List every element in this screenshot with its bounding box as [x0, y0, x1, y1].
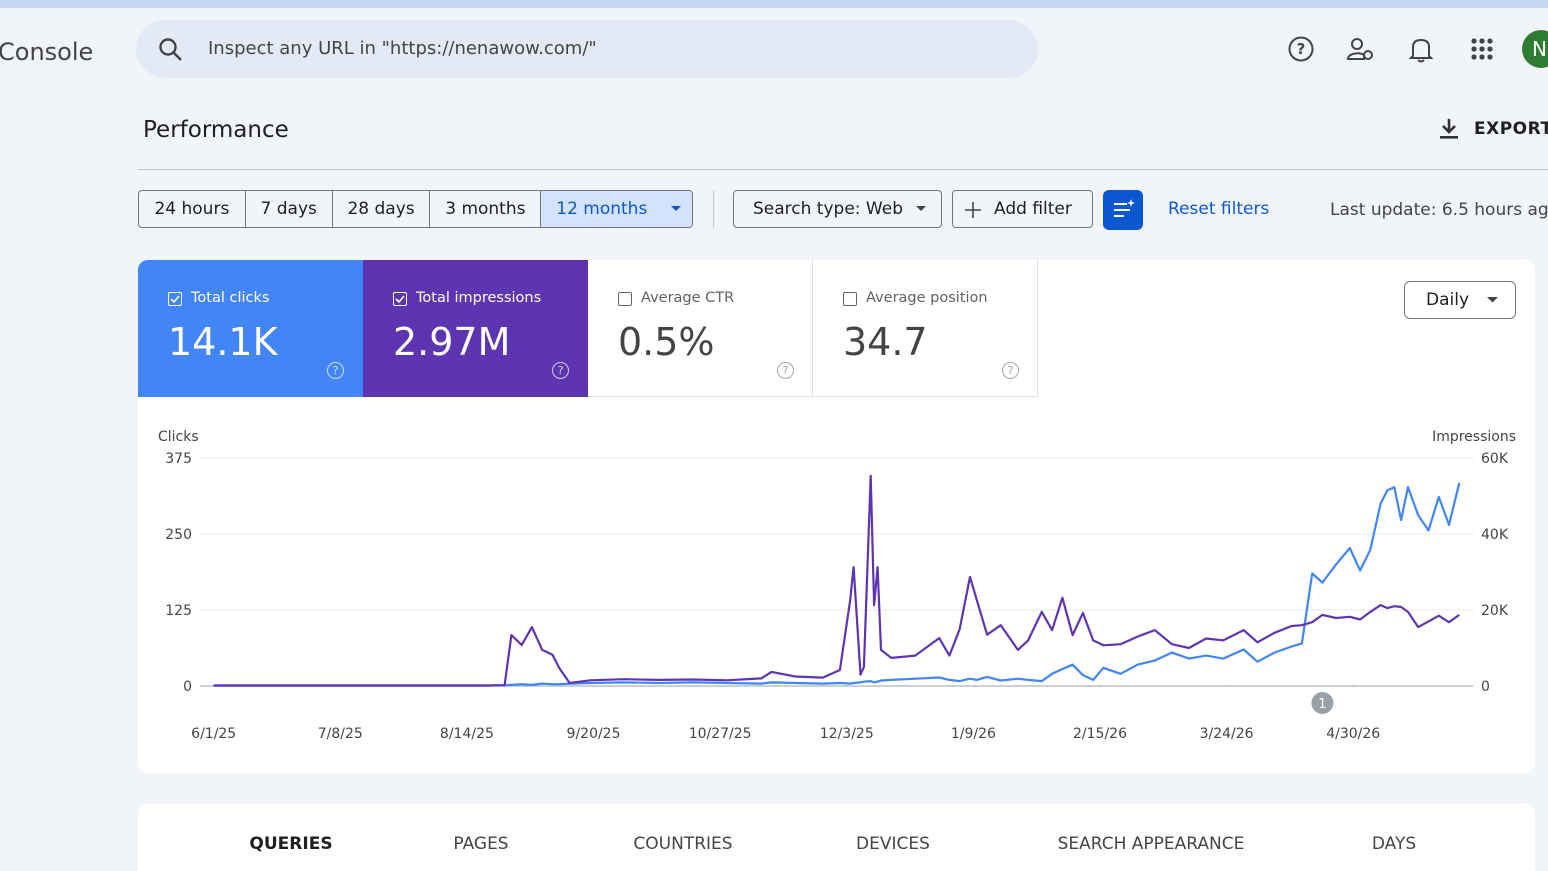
chart: Clicks Impressions 0 125 250 375 0 20K 40K 60K 6/1… — [158, 429, 1516, 742]
x-tick-label: 10/27/25 — [689, 726, 752, 742]
metric-card[interactable]: Average CTR 0.5%? — [588, 260, 813, 397]
search-icon — [159, 38, 182, 61]
metric-value: 34.7 — [843, 320, 928, 364]
date-range-label: 28 days — [347, 199, 415, 219]
metric-card[interactable]: Total impressions 2.97M? — [363, 260, 588, 397]
checkbox — [618, 292, 632, 306]
user-settings-icon[interactable] — [1346, 34, 1376, 64]
x-tick-label: 9/20/25 — [567, 726, 621, 742]
search-type-label: Search type: Web — [753, 199, 903, 219]
add-filter-label: Add filter — [994, 199, 1072, 219]
y-tick-label: 375 — [165, 451, 192, 467]
separator — [713, 190, 714, 228]
x-tick-label: 12/3/25 — [820, 726, 874, 742]
help-icon: ? — [777, 362, 794, 379]
x-tick-label: 8/14/25 — [440, 726, 494, 742]
series-line — [213, 482, 1461, 687]
x-tick-label: 7/8/25 — [318, 726, 363, 742]
arrow — [671, 206, 682, 211]
avatar[interactable]: N — [1522, 30, 1548, 68]
dropdown-arrow — [1487, 297, 1498, 303]
metric-label: Total impressions — [416, 290, 542, 306]
plus-icon — [965, 202, 981, 218]
metric-value: 14.1K — [168, 320, 278, 364]
x-tick-label: 1/9/26 — [951, 726, 996, 742]
date-range-label: 12 months — [556, 199, 648, 219]
top-band — [0, 0, 1548, 8]
checkbox — [168, 292, 182, 306]
help-icon: ? — [1002, 362, 1019, 379]
checkbox — [393, 292, 407, 306]
x-tick-label: 3/24/26 — [1200, 726, 1254, 742]
add-filter-button[interactable]: Add filter — [952, 190, 1093, 228]
y2-tick-label: 60K — [1481, 451, 1509, 467]
date-range-label: 7 days — [260, 199, 317, 219]
tab[interactable]: DAYS — [1371, 834, 1417, 854]
date-range-option[interactable]: 12 months — [541, 191, 692, 227]
y2-axis-title: Impressions — [1432, 429, 1516, 445]
tab[interactable]: PAGES — [453, 834, 509, 854]
granularity-label: Daily — [1426, 290, 1470, 310]
apps-icon[interactable] — [1470, 37, 1496, 63]
metric-card[interactable]: Total clicks 14.1K? — [138, 260, 363, 397]
search-type-button[interactable]: Search type: Web — [733, 190, 942, 228]
date-range-group: 24 hours 7 days 28 days 3 months 12 months — [138, 190, 693, 228]
metric-card[interactable]: Average position 34.7? — [813, 260, 1038, 397]
help-icon: ? — [552, 362, 569, 379]
annotation-marker[interactable] — [1311, 692, 1334, 714]
export-icon[interactable] — [1437, 117, 1461, 141]
filter-settings-button[interactable] — [1103, 190, 1143, 230]
date-range-option[interactable]: 7 days — [246, 191, 333, 227]
y-tick-label: 125 — [165, 603, 192, 619]
tab[interactable]: COUNTRIES — [633, 834, 733, 854]
tab[interactable]: QUERIES — [249, 834, 333, 854]
y-axis-title: Clicks — [158, 429, 199, 445]
granularity-dropdown[interactable]: Daily — [1404, 281, 1516, 319]
performance-card: Total clicks 14.1K? Total impressions 2.97M… — [138, 260, 1535, 773]
x-tick-label: 6/1/25 — [191, 726, 236, 742]
metric-value: 0.5% — [618, 320, 715, 364]
date-range-option[interactable]: 3 months — [430, 191, 542, 227]
y-tick-label: 0 — [183, 679, 192, 695]
dropdown-arrow — [671, 206, 682, 211]
last-update: Last update: 6.5 hours ago — [1330, 200, 1548, 220]
dimension-tabs: QUERIES PAGES COUNTRIES DEVICES SEARCH APPEA… — [138, 804, 1535, 871]
annotation-label: 1 — [1318, 697, 1326, 712]
x-tick-label: 4/30/26 — [1326, 726, 1380, 742]
series-line — [213, 474, 1460, 687]
y2-tick-label: 0 — [1481, 679, 1490, 695]
search-box[interactable]: Inspect any URL in "https://nenawow.com/… — [136, 20, 1038, 78]
dropdown-arrow — [916, 206, 926, 211]
svg-text:?: ? — [1297, 40, 1306, 58]
metric-label: Average position — [866, 290, 988, 306]
help-icon[interactable]: ? — [1286, 34, 1316, 64]
reset-filters[interactable]: Reset filters — [1168, 199, 1270, 219]
notifications-icon[interactable] — [1406, 34, 1436, 64]
date-range-label: 3 months — [445, 199, 526, 219]
x-tick-label: 2/15/26 — [1073, 726, 1127, 742]
metric-label: Total clicks — [191, 290, 270, 306]
tab[interactable]: SEARCH APPEARANCE — [1057, 834, 1245, 854]
date-range-option[interactable]: 28 days — [333, 191, 431, 227]
metric-row: Total clicks 14.1K? Total impressions 2.97M… — [138, 260, 1038, 397]
metric-value: 2.97M — [393, 320, 511, 364]
divider — [138, 169, 1548, 170]
metric-label: Average CTR — [641, 290, 735, 306]
checkbox — [843, 292, 857, 306]
y2-tick-label: 20K — [1481, 603, 1509, 619]
y-tick-label: 250 — [165, 527, 192, 543]
date-range-option[interactable]: 24 hours — [139, 191, 246, 227]
y2-tick-label: 40K — [1481, 527, 1509, 543]
tab[interactable]: DEVICES — [856, 834, 930, 854]
help-icon: ? — [327, 362, 344, 379]
export-button[interactable]: EXPORT — [1474, 119, 1548, 139]
search-placeholder: Inspect any URL in "https://nenawow.com/… — [208, 38, 597, 59]
page-title: Performance — [143, 117, 289, 143]
app-title: Console — [0, 38, 94, 66]
date-range-label: 24 hours — [154, 199, 230, 219]
